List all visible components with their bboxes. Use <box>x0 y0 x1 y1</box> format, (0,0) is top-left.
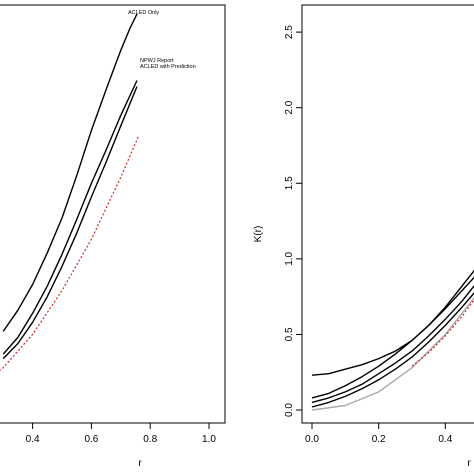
annotation-acled-only: ACLED Only <box>128 10 159 16</box>
right-series-line-0 <box>311 269 474 376</box>
right-series-line-4 <box>311 296 474 411</box>
left-series-line-2 <box>2 86 138 360</box>
right-plot-frame <box>301 4 474 424</box>
left-x-tick-label-2: 0.8 <box>143 434 157 445</box>
left-x-tick-label-1: 0.6 <box>84 434 98 445</box>
right-y-tick-label-3: 1.5 <box>284 176 295 190</box>
left-series-line-3 <box>0 136 139 371</box>
right-series-group <box>311 269 474 411</box>
right-x-axis-label: r <box>467 458 471 469</box>
right-series-line-2 <box>311 284 474 404</box>
right-y-axis-label: K(r) <box>253 226 264 243</box>
right-y-tick-label-5: 2.5 <box>284 25 295 39</box>
left-plot-frame <box>0 4 226 424</box>
annotation-npwj-report: NPWJ Report <box>140 58 174 64</box>
left-series-group <box>0 13 139 371</box>
right-y-tick-label-0: 0.0 <box>284 403 295 417</box>
left-x-axis-label: r <box>138 458 142 469</box>
right-y-tick-label-1: 0.5 <box>284 327 295 341</box>
left-panel: 0.4 0.6 0.8 1.0 r ACLED Only NPWJ Report AC… <box>0 4 226 469</box>
right-y-axis: 0.0 0.5 1.0 1.5 2.0 2.5 <box>284 25 302 417</box>
left-series-line-1 <box>2 80 138 355</box>
left-x-axis: 0.4 0.6 0.8 1.0 <box>26 423 216 445</box>
right-y-tick-label-4: 2.0 <box>284 100 295 114</box>
right-x-tick-label-0: 0.0 <box>305 434 319 445</box>
right-x-tick-label-2: 0.4 <box>438 434 452 445</box>
right-x-tick-label-1: 0.2 <box>372 434 386 445</box>
annotation-acled-with-prediction: ACLED with Prediction <box>140 64 196 70</box>
right-panel: 0.0 0.2 0.4 0.0 0.5 1.0 1.5 2.0 2.5 K(r) r <box>253 4 474 469</box>
right-series-line-5 <box>411 298 474 367</box>
left-series-line-0 <box>2 13 138 332</box>
right-series-line-1 <box>311 276 474 399</box>
left-x-tick-label-0: 0.4 <box>26 434 40 445</box>
right-series-line-3 <box>311 292 474 408</box>
right-x-axis: 0.0 0.2 0.4 <box>305 423 453 445</box>
right-y-tick-label-2: 1.0 <box>284 251 295 265</box>
left-x-tick-label-3: 1.0 <box>202 434 216 445</box>
